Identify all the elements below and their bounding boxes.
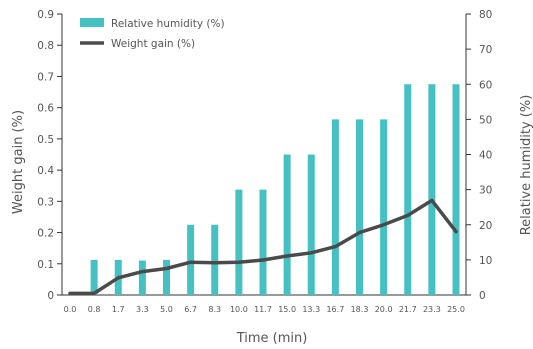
x-ticks: 0.0 0.8 1.7 3.3 5.0 6.7 8.3 10.0 11.7 15.0 13.3 16.… [64,305,465,314]
humidity-bar [163,259,170,295]
left-ticks: 0 0.1 0.2 0.3 0.4 0.5 0.6 0.7 0.8 0.9 [37,9,62,302]
left-tick-label: 0.2 [37,228,54,240]
left-tick-label: 0.6 [37,103,54,115]
right-tick-label: 0 [479,290,486,302]
x-tick-label: 16.7 [326,305,344,314]
humidity-bar [307,154,315,295]
humidity-bar [380,119,388,295]
x-tick-label: 15.0 [278,305,296,314]
x-axis-title: Time (min) [236,331,308,346]
left-tick-label: 0 [47,290,54,302]
humidity-bars [90,84,460,295]
humidity-bar [428,84,436,295]
humidity-bar [283,154,291,295]
humidity-bar [235,189,243,295]
x-tick-label: 6.7 [184,305,197,314]
right-tick-label: 30 [479,185,492,197]
left-tick-label: 0.9 [37,9,54,21]
legend-label-weight-gain: Weight gain (%) [111,38,195,50]
legend-swatch-humidity [80,18,104,27]
legend: Relative humidity (%) Weight gain (%) [80,18,225,50]
right-tick-label: 10 [479,255,492,267]
x-tick-label: 23.3 [423,305,441,314]
right-axis-title: Relative humidity (%) [519,95,533,236]
x-tick-label: 0.8 [88,305,101,314]
right-tick-label: 80 [479,9,492,21]
legend-label-humidity: Relative humidity (%) [111,18,225,30]
humidity-bar [331,119,339,295]
x-tick-label: 10.0 [230,305,248,314]
x-tick-label: 8.3 [208,305,221,314]
x-tick-label: 5.0 [160,305,173,314]
left-tick-label: 0.8 [37,40,54,52]
x-tick-label: 21.7 [399,305,417,314]
right-tick-label: 60 [479,79,492,91]
x-tick-label: 13.3 [302,305,320,314]
left-tick-label: 0.5 [37,134,54,146]
left-tick-label: 0.3 [37,196,54,208]
x-tick-label: 3.3 [136,305,149,314]
humidity-bar [187,224,195,295]
right-tick-label: 70 [479,44,492,56]
humidity-bar [138,260,146,295]
humidity-bar [211,224,219,295]
weight-gain-line [68,198,458,296]
left-tick-label: 0.7 [37,71,54,83]
humidity-bar [259,189,267,295]
left-tick-label: 0.1 [37,259,54,271]
right-ticks: 0 10 20 30 40 50 60 70 80 [466,9,492,302]
humidity-bar [404,84,412,295]
humidity-bar [356,119,363,295]
x-tick-label: 18.3 [351,305,369,314]
right-tick-label: 20 [479,220,492,232]
left-axis-title: Weight gain (%) [11,110,26,214]
left-tick-label: 0.4 [37,165,54,177]
x-tick-label: 1.7 [112,305,125,314]
x-tick-label: 0.0 [64,305,77,314]
right-tick-label: 50 [479,114,492,126]
weight-gain-line-group [68,198,458,296]
humidity-bar [90,259,98,295]
x-tick-label: 20.0 [375,305,393,314]
right-tick-label: 40 [479,150,492,162]
humidity-bar [452,84,460,295]
x-tick-label: 11.7 [254,305,272,314]
x-tick-label: 25.0 [447,305,465,314]
